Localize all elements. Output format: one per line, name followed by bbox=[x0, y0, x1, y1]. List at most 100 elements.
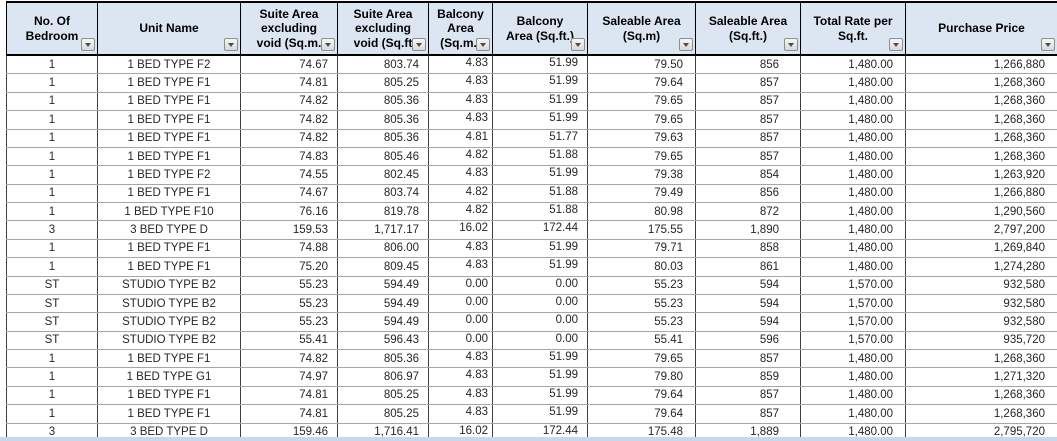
cell-balcony-sqm[interactable]: 16.02 bbox=[428, 221, 492, 239]
cell-bedrooms[interactable]: 1 bbox=[6, 350, 97, 368]
cell-balcony-sqm[interactable]: 4.81 bbox=[428, 129, 492, 147]
cell-suite-area-sqft[interactable]: 805.25 bbox=[337, 74, 428, 92]
filter-dropdown-button[interactable] bbox=[224, 38, 238, 51]
cell-suite-area-sqm[interactable]: 74.82 bbox=[240, 129, 337, 147]
cell-balcony-sqm[interactable]: 4.83 bbox=[428, 111, 492, 129]
cell-bedrooms[interactable]: 1 bbox=[6, 203, 97, 221]
cell-unit-name[interactable]: STUDIO TYPE B2 bbox=[97, 294, 240, 313]
cell-suite-area-sqft[interactable]: 806.97 bbox=[337, 368, 428, 386]
cell-saleable-sqm[interactable]: 55.23 bbox=[587, 313, 695, 331]
cell-rate[interactable]: 1,480.00 bbox=[800, 423, 905, 441]
cell-suite-area-sqft[interactable]: 805.46 bbox=[337, 147, 428, 166]
cell-bedrooms[interactable]: 3 bbox=[6, 423, 97, 441]
cell-balcony-sqm[interactable]: 0.00 bbox=[428, 331, 492, 349]
cell-suite-area-sqm[interactable]: 74.97 bbox=[240, 368, 337, 386]
column-header-balcony-sqm[interactable]: Balcony Area (Sq.m.) bbox=[428, 3, 492, 54]
cell-unit-name[interactable]: 1 BED TYPE F1 bbox=[97, 147, 240, 166]
cell-balcony-sqm[interactable]: 4.83 bbox=[428, 166, 492, 184]
cell-saleable-sqft[interactable]: 854 bbox=[695, 166, 800, 184]
cell-balcony-sqft[interactable]: 172.44 bbox=[492, 221, 587, 239]
cell-bedrooms[interactable]: 1 bbox=[6, 368, 97, 386]
cell-bedrooms[interactable]: 1 bbox=[6, 184, 97, 202]
cell-price[interactable]: 1,268,360 bbox=[905, 386, 1057, 405]
cell-price[interactable]: 1,266,880 bbox=[905, 56, 1057, 74]
cell-unit-name[interactable]: 1 BED TYPE F1 bbox=[97, 350, 240, 368]
cell-balcony-sqft[interactable]: 0.00 bbox=[492, 331, 587, 349]
cell-suite-area-sqft[interactable]: 594.49 bbox=[337, 276, 428, 294]
cell-suite-area-sqft[interactable]: 805.25 bbox=[337, 386, 428, 405]
cell-unit-name[interactable]: 1 BED TYPE F2 bbox=[97, 166, 240, 184]
cell-unit-name[interactable]: 1 BED TYPE F2 bbox=[97, 56, 240, 74]
cell-saleable-sqm[interactable]: 55.23 bbox=[587, 294, 695, 313]
cell-saleable-sqft[interactable]: 857 bbox=[695, 386, 800, 405]
cell-suite-area-sqft[interactable]: 1,717.17 bbox=[337, 221, 428, 239]
cell-saleable-sqm[interactable]: 79.49 bbox=[587, 184, 695, 202]
cell-suite-area-sqm[interactable]: 74.82 bbox=[240, 92, 337, 111]
cell-suite-area-sqft[interactable]: 809.45 bbox=[337, 258, 428, 276]
filter-dropdown-button[interactable] bbox=[784, 38, 798, 51]
cell-bedrooms[interactable]: 1 bbox=[6, 239, 97, 258]
cell-suite-area-sqm[interactable]: 55.23 bbox=[240, 313, 337, 331]
filter-dropdown-button[interactable] bbox=[571, 38, 585, 51]
cell-price[interactable]: 2,797,200 bbox=[905, 221, 1057, 239]
cell-price[interactable]: 935,720 bbox=[905, 331, 1057, 349]
cell-unit-name[interactable]: 1 BED TYPE F1 bbox=[97, 92, 240, 111]
cell-rate[interactable]: 1,480.00 bbox=[800, 258, 905, 276]
cell-balcony-sqm[interactable]: 0.00 bbox=[428, 294, 492, 313]
cell-unit-name[interactable]: 1 BED TYPE F1 bbox=[97, 405, 240, 423]
cell-suite-area-sqm[interactable]: 74.88 bbox=[240, 239, 337, 258]
cell-price[interactable]: 1,268,360 bbox=[905, 129, 1057, 147]
cell-bedrooms[interactable]: 1 bbox=[6, 129, 97, 147]
cell-saleable-sqft[interactable]: 857 bbox=[695, 147, 800, 166]
cell-price[interactable]: 932,580 bbox=[905, 313, 1057, 331]
cell-suite-area-sqft[interactable]: 594.49 bbox=[337, 294, 428, 313]
cell-price[interactable]: 932,580 bbox=[905, 276, 1057, 294]
cell-unit-name[interactable]: 1 BED TYPE F1 bbox=[97, 111, 240, 129]
cell-saleable-sqft[interactable]: 594 bbox=[695, 313, 800, 331]
cell-balcony-sqft[interactable]: 51.99 bbox=[492, 350, 587, 368]
cell-balcony-sqft[interactable]: 51.99 bbox=[492, 74, 587, 92]
cell-unit-name[interactable]: 1 BED TYPE F1 bbox=[97, 74, 240, 92]
cell-balcony-sqm[interactable]: 4.83 bbox=[428, 405, 492, 423]
cell-suite-area-sqm[interactable]: 76.16 bbox=[240, 203, 337, 221]
cell-saleable-sqm[interactable]: 175.48 bbox=[587, 423, 695, 441]
cell-saleable-sqm[interactable]: 79.64 bbox=[587, 386, 695, 405]
cell-balcony-sqm[interactable]: 4.83 bbox=[428, 56, 492, 74]
cell-rate[interactable]: 1,570.00 bbox=[800, 313, 905, 331]
cell-balcony-sqft[interactable]: 51.99 bbox=[492, 368, 587, 386]
cell-saleable-sqm[interactable]: 79.63 bbox=[587, 129, 695, 147]
cell-balcony-sqm[interactable]: 4.82 bbox=[428, 147, 492, 166]
cell-price[interactable]: 1,268,360 bbox=[905, 111, 1057, 129]
cell-balcony-sqft[interactable]: 51.88 bbox=[492, 184, 587, 202]
filter-dropdown-button[interactable] bbox=[321, 38, 335, 51]
cell-price[interactable]: 1,268,360 bbox=[905, 405, 1057, 423]
cell-balcony-sqft[interactable]: 51.99 bbox=[492, 239, 587, 258]
cell-saleable-sqm[interactable]: 79.64 bbox=[587, 74, 695, 92]
cell-balcony-sqm[interactable]: 4.83 bbox=[428, 74, 492, 92]
cell-saleable-sqm[interactable]: 79.50 bbox=[587, 56, 695, 74]
cell-saleable-sqm[interactable]: 80.03 bbox=[587, 258, 695, 276]
cell-unit-name[interactable]: 3 BED TYPE D bbox=[97, 423, 240, 441]
column-header-bedrooms[interactable]: No. Of Bedroom bbox=[6, 3, 97, 54]
cell-suite-area-sqm[interactable]: 159.46 bbox=[240, 423, 337, 441]
cell-saleable-sqm[interactable]: 79.80 bbox=[587, 368, 695, 386]
cell-balcony-sqft[interactable]: 0.00 bbox=[492, 313, 587, 331]
cell-rate[interactable]: 1,480.00 bbox=[800, 184, 905, 202]
cell-balcony-sqft[interactable]: 51.99 bbox=[492, 258, 587, 276]
cell-suite-area-sqft[interactable]: 596.43 bbox=[337, 331, 428, 349]
cell-bedrooms[interactable]: 1 bbox=[6, 92, 97, 111]
cell-bedrooms[interactable]: 1 bbox=[6, 56, 97, 74]
cell-saleable-sqm[interactable]: 79.65 bbox=[587, 147, 695, 166]
cell-bedrooms[interactable]: 3 bbox=[6, 221, 97, 239]
cell-saleable-sqft[interactable]: 859 bbox=[695, 368, 800, 386]
cell-balcony-sqft[interactable]: 0.00 bbox=[492, 276, 587, 294]
cell-saleable-sqft[interactable]: 857 bbox=[695, 111, 800, 129]
cell-suite-area-sqft[interactable]: 803.74 bbox=[337, 56, 428, 74]
cell-saleable-sqm[interactable]: 55.23 bbox=[587, 276, 695, 294]
filter-dropdown-button[interactable] bbox=[81, 38, 95, 51]
cell-rate[interactable]: 1,480.00 bbox=[800, 221, 905, 239]
cell-price[interactable]: 1,268,360 bbox=[905, 74, 1057, 92]
filter-dropdown-button[interactable] bbox=[889, 38, 903, 51]
cell-unit-name[interactable]: 1 BED TYPE F10 bbox=[97, 203, 240, 221]
cell-saleable-sqft[interactable]: 856 bbox=[695, 56, 800, 74]
